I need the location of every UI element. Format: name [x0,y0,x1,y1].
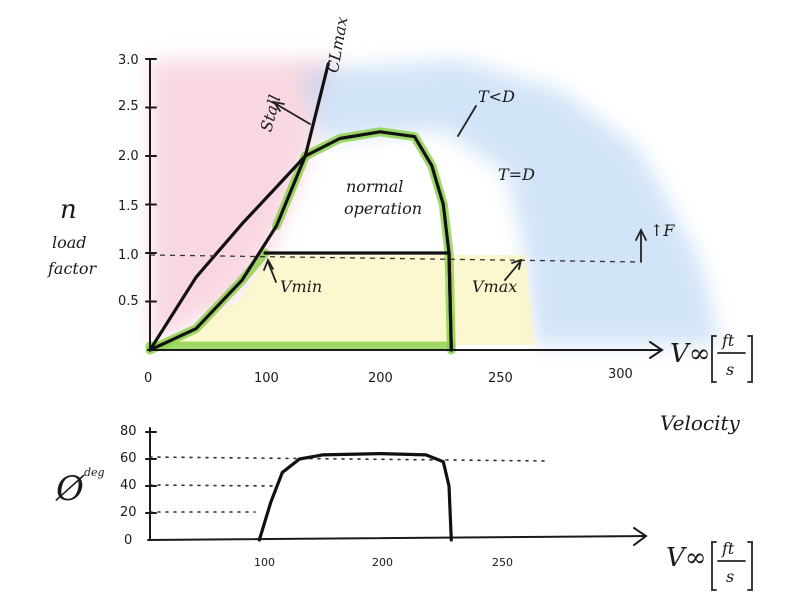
phi-series-group [145,431,453,542]
x-tick-label: 100 [254,371,279,386]
phi-y-tick-label: 80 [120,424,137,439]
phi-60-reference [149,456,549,462]
load-factor-chart: 3.0 2.5 2.0 1.5 1.0 0.5 0 100 200 250 30… [47,15,753,435]
phi-y-tick-label: 60 [120,451,137,466]
vmax-drop-line [447,251,453,352]
x-tick-label: 0 [144,371,152,386]
vmax-annotation: Vmax [472,277,517,296]
phi-unit: deg [84,466,105,479]
phi-x-axis-arrow [633,527,648,546]
phi-x-tick-label: 200 [372,556,393,569]
y-ticks [145,58,157,303]
y-axis-symbol: n [60,195,77,225]
y-tick-label: 2.0 [118,149,139,164]
t-lt-d-annotation: T<D [478,87,515,106]
phi-y-tick-label: 40 [120,478,137,493]
stall-pointer [275,103,311,125]
x-unit-brackets [711,335,753,383]
phi-40-reference [149,484,276,487]
t-eq-d-annotation: T=D [498,165,535,184]
x-axis-arrow [649,341,664,359]
y-axis-caption: load [52,233,87,252]
region-label: normal [346,177,403,196]
x-axis-caption: Velocity [660,411,741,435]
phi-x-unit-brackets [711,541,753,591]
x-axis-symbol: V∞ [670,339,710,369]
clmax-annotation: CLmax [323,15,352,74]
phi-series-line [257,452,453,542]
x-tick-label: 300 [608,367,633,382]
y-axis-caption: factor [47,259,97,278]
phi-y-tick-label: 0 [124,533,132,548]
x-tick-label: 200 [368,371,393,386]
x-tick-label: 250 [488,371,513,386]
series-line-t-d [148,130,453,352]
incr-f-arrow-head [635,227,647,241]
stall-pointer-head [272,100,285,112]
vmin-pointer-head [263,257,274,271]
vmax-pointer [504,261,521,281]
phi-x-tick-label: 100 [254,556,275,569]
phi-x-tick-label: 250 [492,556,513,569]
n1-reference-line [149,254,641,263]
vmin-annotation: Vmin [280,277,322,296]
y-tick-label: 1.5 [118,199,139,214]
x-unit-denominator: s [726,360,734,379]
operating-region [160,255,535,345]
y-tick-label: 1.0 [118,248,139,263]
phi-x-unit-denominator: s [726,567,734,586]
phi-y-tick-label: 20 [120,505,137,520]
phi-x-unit-numerator: ft [721,539,735,558]
region-label: operation [344,199,422,218]
phi-x-axis [147,535,646,541]
phi-symbol: Ø [55,469,85,509]
y-tick-label: 3.0 [118,53,139,68]
y-tick-label: 2.5 [118,99,139,114]
series-line-clmax [148,62,330,352]
x-unit-numerator: ft [721,331,735,350]
incr-f-annotation: ↑F [650,221,675,240]
vmin-pointer [267,261,277,283]
t-lt-d-pointer [457,105,477,137]
phi-x-axis-symbol: V∞ [666,543,706,573]
vmax-pointer-head [511,258,523,270]
series-group [148,62,453,352]
bank-angle-chart: 80 60 40 20 0 100 200 250 Ø deg V∞ ft s [55,424,753,591]
y-tick-label: 0.5 [118,294,139,309]
